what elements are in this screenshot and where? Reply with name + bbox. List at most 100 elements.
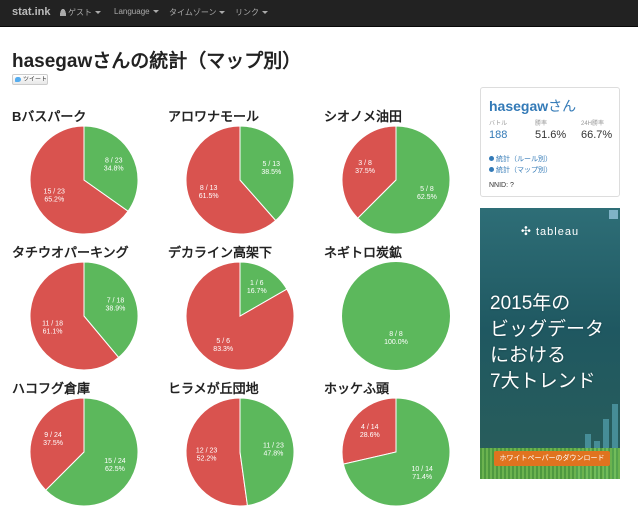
lose-count-label: 4 / 14 <box>361 424 379 431</box>
win-slice <box>239 125 295 222</box>
win-count-label: 1 / 6 <box>250 280 264 287</box>
nav-timezone-menu[interactable]: タイムゾーン <box>169 7 226 18</box>
lose-slice <box>29 125 129 235</box>
map-title: シオノメ油田 <box>324 109 403 124</box>
adchoices-icon[interactable] <box>609 210 618 219</box>
map-title: デカライン高架下 <box>168 245 273 260</box>
map-pie-card: シオノメ油田 5 / 8 62.5% 3 / 8 37.5% <box>324 106 474 236</box>
tweet-button[interactable]: ツイート <box>12 74 48 85</box>
lose-slice <box>341 397 397 465</box>
map-pie-card: ヒラメが丘団地 11 / 23 47.8% 12 / 23 52.2% <box>168 378 318 508</box>
map-title: ハコフグ倉庫 <box>12 381 91 396</box>
lose-count-label: 5 / 6 <box>216 338 230 345</box>
win-lose-pie: 1 / 616.7% 5 / 683.3% <box>185 261 295 371</box>
brand-link[interactable]: stat.ink <box>12 6 51 18</box>
lose-slice <box>29 261 120 371</box>
map-pie-card: ホッケふ頭 10 / 14 71.4% 4 / 14 28.6% <box>324 378 474 508</box>
tableau-logo: ✣ tableau <box>520 224 580 238</box>
win-count-label: 7 / 18 <box>107 298 125 305</box>
lose-slice <box>185 125 277 235</box>
user-icon <box>60 9 66 16</box>
lose-percent-label: 37.5% <box>355 168 375 175</box>
stats-by-map-link[interactable]: 統計（マップ別） <box>489 165 552 175</box>
lose-count-label: 3 / 8 <box>358 160 372 167</box>
chart-icon <box>489 156 494 161</box>
nav-links-menu[interactable]: リンク <box>235 7 268 18</box>
win-slice <box>357 125 451 235</box>
lose-percent-label: 37.5% <box>43 440 63 447</box>
map-pie-card: ハコフグ倉庫 15 / 24 62.5% 9 / 24 37.5% <box>12 378 162 508</box>
map-pie-card: Bバスパーク 8 / 23 34.8% 15 / 23 65.2% <box>12 106 162 236</box>
win-count-label: 15 / 24 <box>104 458 126 465</box>
win-count-label: 8 / 8 <box>389 331 403 338</box>
map-title: アロワナモール <box>168 109 260 124</box>
map-title: タチウオパーキング <box>12 245 129 260</box>
win-count-label: 5 / 13 <box>263 161 281 168</box>
nav-language-menu[interactable]: Language <box>114 7 159 16</box>
caret-down-icon <box>152 10 159 14</box>
win-slice <box>83 125 139 212</box>
battle-count-stat: バトル 188 <box>489 121 508 141</box>
user-name-link[interactable]: hasegawさん <box>489 98 577 114</box>
win-lose-pie: 5 / 862.5% 3 / 837.5% <box>341 125 451 235</box>
lose-percent-label: 61.1% <box>43 328 63 335</box>
lose-slice <box>341 125 397 219</box>
nnid-text: NNID: ? <box>489 182 514 189</box>
ad-headline-1: 2015年の <box>490 293 571 314</box>
winrate-24h-stat: 24H勝率 66.7% <box>581 121 613 141</box>
win-percent-label: 16.7% <box>247 288 267 295</box>
map-title: ヒラメが丘団地 <box>168 381 259 396</box>
lose-percent-label: 83.3% <box>213 346 233 353</box>
lose-count-label: 8 / 13 <box>200 185 218 192</box>
winrate-stat: 勝率 51.6% <box>535 121 567 141</box>
win-percent-label: 62.5% <box>105 466 125 473</box>
twitter-bird-icon <box>15 77 21 82</box>
caret-down-icon <box>219 11 226 15</box>
lose-percent-label: 52.2% <box>197 455 217 462</box>
page-title: hasegawさんの統計（マップ別） <box>12 51 302 72</box>
map-pie-card: デカライン高架下 1 / 6 16.7% 5 / 6 83.3% <box>168 242 318 372</box>
win-count-label: 11 / 23 <box>263 443 284 450</box>
map-title: ネギトロ炭鉱 <box>324 245 403 260</box>
map-pie-card: アロワナモール 5 / 13 38.5% 8 / 13 61.5% <box>168 106 318 236</box>
navbar: stat.ink ゲスト Language タイムゾーン リンク <box>0 0 638 27</box>
lose-count-label: 11 / 18 <box>42 320 63 327</box>
ad-headline-3: における <box>490 345 567 366</box>
ad-headline-2: ビッグデータ <box>490 319 605 340</box>
chart-icon <box>489 167 494 172</box>
win-percent-label: 38.9% <box>106 306 126 313</box>
win-slice <box>239 261 288 317</box>
lose-percent-label: 65.2% <box>44 196 64 203</box>
caret-down-icon <box>95 11 101 15</box>
win-count-label: 10 / 14 <box>411 466 433 473</box>
battle-count-link[interactable]: 188 <box>489 129 508 141</box>
advertisement-banner[interactable]: ✣ tableau 2015年の ビッグデータ における 7大トレンド ホワイトペ… <box>480 208 620 479</box>
map-pie-card: ネギトロ炭鉱 8 / 8 100.0% <box>324 242 474 372</box>
win-percent-label: 100.0% <box>384 339 408 346</box>
caret-down-icon <box>262 11 268 15</box>
lose-percent-label: 28.6% <box>360 432 380 439</box>
ad-download-button[interactable]: ホワイトペーパーのダウンロード <box>494 451 610 466</box>
win-percent-label: 38.5% <box>261 169 281 176</box>
win-percent-label: 47.8% <box>263 451 283 458</box>
map-title: ホッケふ頭 <box>324 381 390 396</box>
win-slice <box>342 262 450 370</box>
lose-count-label: 9 / 24 <box>44 432 62 439</box>
win-percent-label: 71.4% <box>412 474 432 481</box>
nav-guest-menu[interactable]: ゲスト <box>60 7 101 18</box>
tableau-cross-icon: ✣ <box>520 224 532 238</box>
map-pie-card: タチウオパーキング 7 / 18 38.9% 11 / 18 61.1% <box>12 242 162 372</box>
ad-bar <box>612 404 618 479</box>
lose-count-label: 15 / 23 <box>44 188 66 195</box>
win-percent-label: 62.5% <box>417 194 437 201</box>
lose-count-label: 12 / 23 <box>196 447 218 454</box>
stats-by-rule-link[interactable]: 統計（ルール別） <box>489 154 552 164</box>
win-count-label: 8 / 23 <box>105 158 123 165</box>
